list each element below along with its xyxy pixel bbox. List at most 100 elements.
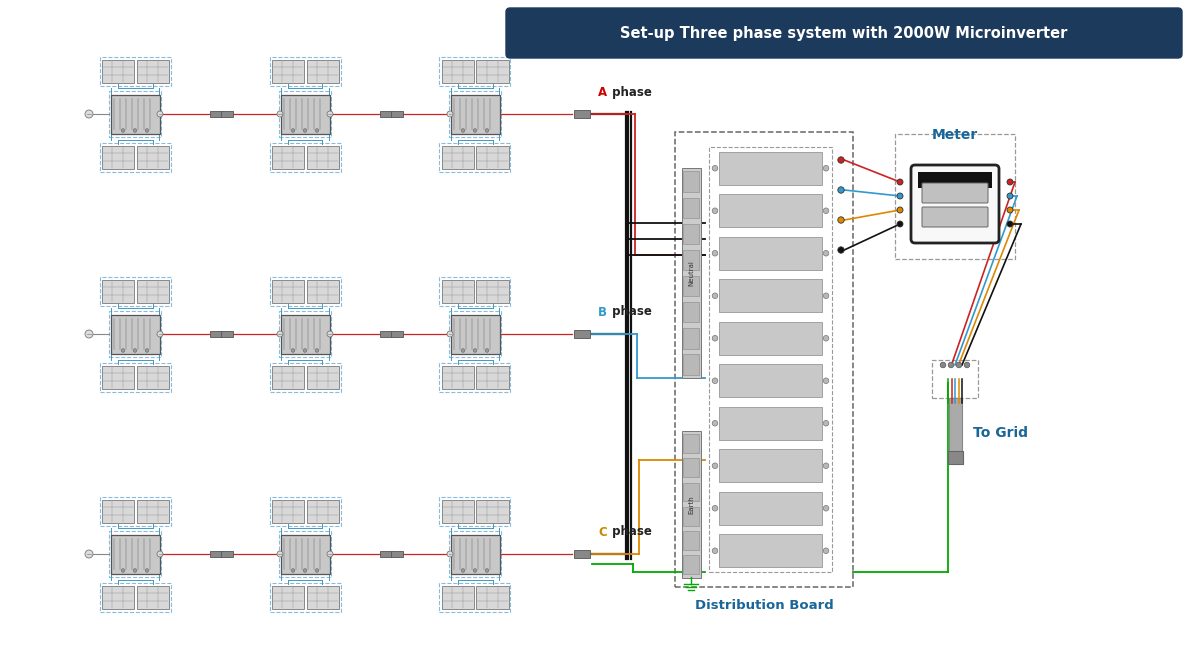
FancyBboxPatch shape <box>391 551 403 557</box>
FancyBboxPatch shape <box>450 94 499 134</box>
Circle shape <box>838 157 845 163</box>
FancyBboxPatch shape <box>380 551 392 557</box>
Circle shape <box>461 569 464 572</box>
Circle shape <box>157 111 163 117</box>
Circle shape <box>713 548 718 553</box>
FancyBboxPatch shape <box>476 585 509 609</box>
Bar <box>439 142 510 171</box>
Circle shape <box>316 128 319 132</box>
FancyBboxPatch shape <box>719 365 822 397</box>
Bar <box>449 311 502 357</box>
FancyBboxPatch shape <box>476 500 509 522</box>
FancyBboxPatch shape <box>137 60 168 82</box>
Circle shape <box>898 207 904 213</box>
FancyBboxPatch shape <box>476 145 509 169</box>
Circle shape <box>823 335 829 341</box>
Circle shape <box>823 506 829 511</box>
FancyBboxPatch shape <box>102 145 133 169</box>
Circle shape <box>145 128 149 132</box>
Text: C: C <box>598 526 607 539</box>
FancyBboxPatch shape <box>102 500 133 522</box>
FancyBboxPatch shape <box>683 197 700 218</box>
Circle shape <box>713 165 718 171</box>
Circle shape <box>823 208 829 213</box>
FancyBboxPatch shape <box>506 8 1182 58</box>
Circle shape <box>157 551 163 557</box>
Circle shape <box>446 111 454 117</box>
FancyBboxPatch shape <box>271 60 304 82</box>
Circle shape <box>446 551 454 557</box>
Circle shape <box>326 551 334 557</box>
Bar <box>278 91 331 137</box>
Bar <box>709 147 832 572</box>
Circle shape <box>713 506 718 511</box>
FancyBboxPatch shape <box>271 500 304 522</box>
Circle shape <box>292 569 295 572</box>
FancyBboxPatch shape <box>918 172 992 188</box>
Circle shape <box>316 349 319 353</box>
Circle shape <box>277 551 283 557</box>
Bar <box>270 56 341 86</box>
FancyBboxPatch shape <box>306 585 338 609</box>
FancyBboxPatch shape <box>306 145 338 169</box>
Circle shape <box>713 335 718 341</box>
FancyBboxPatch shape <box>210 111 222 117</box>
Circle shape <box>304 569 307 572</box>
FancyBboxPatch shape <box>682 431 701 577</box>
Bar <box>270 142 341 171</box>
Bar <box>270 276 341 306</box>
Circle shape <box>965 362 970 368</box>
Circle shape <box>898 179 904 185</box>
FancyBboxPatch shape <box>281 314 330 353</box>
Circle shape <box>713 463 718 468</box>
Bar <box>278 311 331 357</box>
Bar <box>100 276 170 306</box>
Circle shape <box>326 111 334 117</box>
Circle shape <box>121 569 125 572</box>
Bar <box>109 91 161 137</box>
Bar <box>439 276 510 306</box>
FancyBboxPatch shape <box>210 331 222 337</box>
Text: A: A <box>598 86 607 98</box>
FancyBboxPatch shape <box>271 365 304 389</box>
FancyBboxPatch shape <box>306 60 338 82</box>
Circle shape <box>485 349 488 353</box>
FancyBboxPatch shape <box>719 195 822 227</box>
FancyBboxPatch shape <box>221 331 233 337</box>
FancyBboxPatch shape <box>683 482 700 502</box>
FancyBboxPatch shape <box>682 168 701 378</box>
Circle shape <box>1007 193 1013 199</box>
FancyBboxPatch shape <box>683 328 700 349</box>
FancyBboxPatch shape <box>137 585 168 609</box>
FancyBboxPatch shape <box>442 585 474 609</box>
FancyBboxPatch shape <box>271 280 304 302</box>
FancyBboxPatch shape <box>281 535 330 573</box>
Circle shape <box>713 208 718 213</box>
FancyBboxPatch shape <box>110 314 160 353</box>
FancyBboxPatch shape <box>476 280 509 302</box>
FancyBboxPatch shape <box>683 302 700 322</box>
Circle shape <box>1007 207 1013 213</box>
Circle shape <box>133 569 137 572</box>
Bar <box>439 496 510 526</box>
Circle shape <box>898 193 904 199</box>
FancyBboxPatch shape <box>281 94 330 134</box>
Circle shape <box>838 217 845 223</box>
Text: Earth: Earth <box>688 495 694 514</box>
Bar <box>100 56 170 86</box>
Circle shape <box>446 331 454 337</box>
FancyBboxPatch shape <box>221 551 233 557</box>
Circle shape <box>1007 179 1013 185</box>
FancyBboxPatch shape <box>442 60 474 82</box>
Bar <box>439 583 510 611</box>
FancyBboxPatch shape <box>948 397 961 454</box>
Circle shape <box>304 349 307 353</box>
FancyBboxPatch shape <box>380 331 392 337</box>
Circle shape <box>145 349 149 353</box>
FancyBboxPatch shape <box>110 535 160 573</box>
FancyBboxPatch shape <box>210 551 222 557</box>
Bar <box>439 363 510 391</box>
FancyBboxPatch shape <box>719 280 822 312</box>
Circle shape <box>713 420 718 426</box>
FancyBboxPatch shape <box>911 165 1000 243</box>
